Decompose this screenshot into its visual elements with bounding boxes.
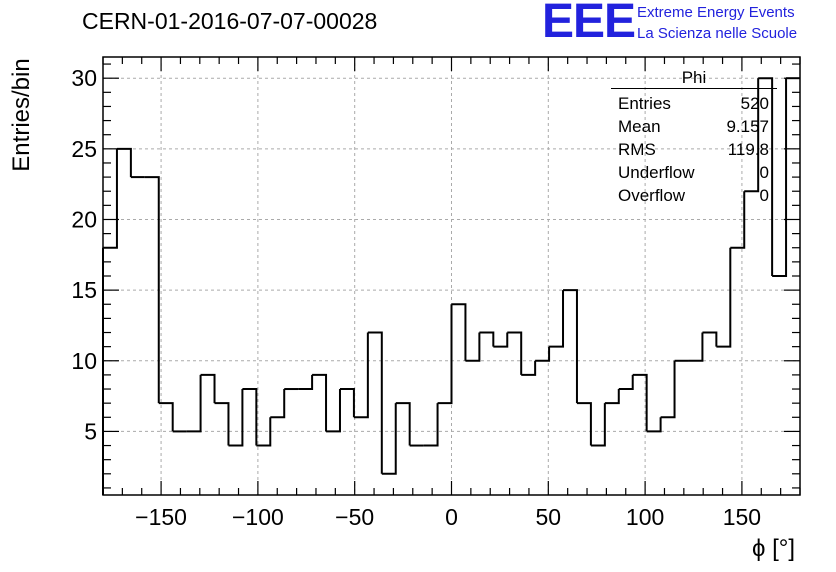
y-tick-label: 5	[84, 418, 97, 444]
histogram-bin	[493, 332, 509, 348]
histogram-bin	[590, 403, 606, 447]
stats-row-overflow: Overflow 0	[611, 184, 777, 207]
histogram-bin	[716, 247, 732, 348]
stats-label: RMS	[618, 140, 656, 159]
x-tick-label: 0	[445, 504, 458, 530]
y-tick-label: 30	[71, 65, 97, 91]
histogram-bin	[158, 402, 174, 432]
histogram-bin	[103, 148, 118, 249]
y-tick-label: 15	[71, 277, 97, 303]
histogram-bin	[730, 191, 746, 249]
histogram-bin	[479, 331, 495, 347]
x-tick-label: −100	[232, 504, 284, 530]
stats-title: Phi	[611, 68, 777, 89]
histogram-bin	[604, 389, 620, 405]
histogram-bin	[144, 176, 160, 404]
stats-row-underflow: Underflow 0	[611, 161, 777, 184]
histogram-bin	[549, 290, 565, 348]
y-axis-ticks: 5 10 15 20 25 30	[71, 63, 800, 489]
histogram-bin	[632, 373, 648, 432]
stats-value: 520	[740, 94, 769, 113]
histogram-bin	[200, 373, 216, 404]
histogram-bin	[563, 289, 578, 404]
stats-value: 0	[759, 163, 769, 182]
histogram-bin	[381, 403, 397, 475]
histogram-bin	[214, 402, 230, 446]
logo-subtitle-2: La Scienza nelle Scuole	[637, 25, 798, 42]
stats-label: Entries	[618, 94, 671, 113]
y-axis-label: Entries/bin	[8, 58, 35, 172]
histogram-bin	[326, 389, 341, 433]
histogram-bin	[116, 147, 132, 178]
logo-subtitle-1: Extreme Energy Events	[637, 4, 795, 21]
x-tick-label: −150	[135, 504, 187, 530]
stats-label: Underflow	[618, 163, 695, 182]
stats-value: 0	[759, 186, 769, 205]
histogram-series	[102, 77, 800, 495]
x-tick-label: 50	[536, 504, 562, 530]
histogram-bin	[535, 346, 551, 362]
histogram-bin	[521, 360, 537, 376]
stats-box: Phi Entries 520 Mean 9.157 RMS 119.8 Und…	[611, 68, 777, 207]
stats-value: 9.157	[726, 117, 769, 136]
stats-label: Overflow	[618, 186, 686, 205]
x-tick-label: 100	[626, 504, 664, 530]
x-axis-ticks: −150 −100 −50 0 50 100 150	[102, 57, 801, 530]
histogram-bin	[186, 374, 202, 433]
histogram-bin	[437, 304, 453, 405]
histogram-bin	[618, 374, 634, 391]
run-title: CERN-01-2016-07-07-00028	[82, 8, 378, 34]
histogram-bin	[772, 78, 788, 277]
histogram-bin	[465, 332, 481, 362]
eee-logo: EEE	[542, 0, 636, 48]
histogram-bin	[298, 374, 314, 391]
histogram-bin	[339, 388, 355, 418]
histogram-bin	[242, 388, 258, 446]
grid	[103, 57, 800, 495]
histogram-bin	[451, 303, 467, 361]
histogram-bin	[270, 389, 286, 419]
y-tick-label: 10	[71, 348, 97, 374]
y-tick-label: 20	[71, 206, 97, 232]
histogram-bin	[576, 402, 592, 446]
histogram-bin	[660, 360, 676, 419]
histogram-bin	[353, 332, 369, 419]
x-tick-label: −50	[335, 504, 374, 530]
stats-label: Mean	[618, 117, 661, 136]
histogram-bin	[395, 402, 411, 446]
x-tick-label: 150	[723, 504, 761, 530]
histogram-bin	[367, 331, 383, 474]
histogram-bin	[744, 78, 760, 193]
histogram-bin	[423, 403, 439, 447]
stats-row-rms: RMS 119.8	[611, 138, 777, 161]
histogram-bin	[507, 331, 523, 375]
x-axis-label: ϕ [°]	[752, 535, 796, 562]
histogram-bin	[256, 417, 272, 447]
stats-row-entries: Entries 520	[611, 92, 777, 115]
histogram-bin	[702, 331, 718, 347]
histogram-bin	[646, 417, 662, 433]
stats-row-mean: Mean 9.157	[611, 115, 777, 138]
histogram-bin	[758, 77, 774, 276]
y-tick-label: 25	[71, 136, 97, 162]
histogram-bin	[688, 332, 704, 362]
histogram-bin	[312, 373, 328, 432]
histogram-bin	[228, 389, 244, 447]
stats-value: 119.8	[727, 140, 769, 159]
